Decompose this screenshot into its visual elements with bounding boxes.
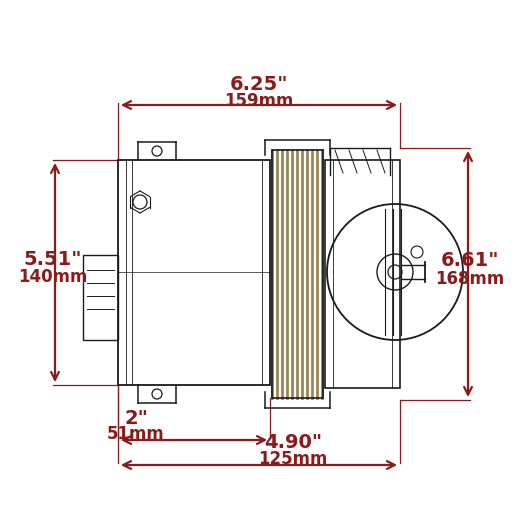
Text: 159mm: 159mm [225,92,294,110]
Text: 168mm: 168mm [435,270,505,288]
Text: 6.25": 6.25" [230,76,288,94]
Text: 6.61": 6.61" [441,251,499,270]
Text: 4.90": 4.90" [264,434,322,453]
Text: 140mm: 140mm [19,268,88,286]
Text: 125mm: 125mm [258,450,328,468]
Text: 51mm: 51mm [107,425,165,443]
Text: 5.51": 5.51" [24,250,82,269]
Text: 2": 2" [124,408,148,427]
